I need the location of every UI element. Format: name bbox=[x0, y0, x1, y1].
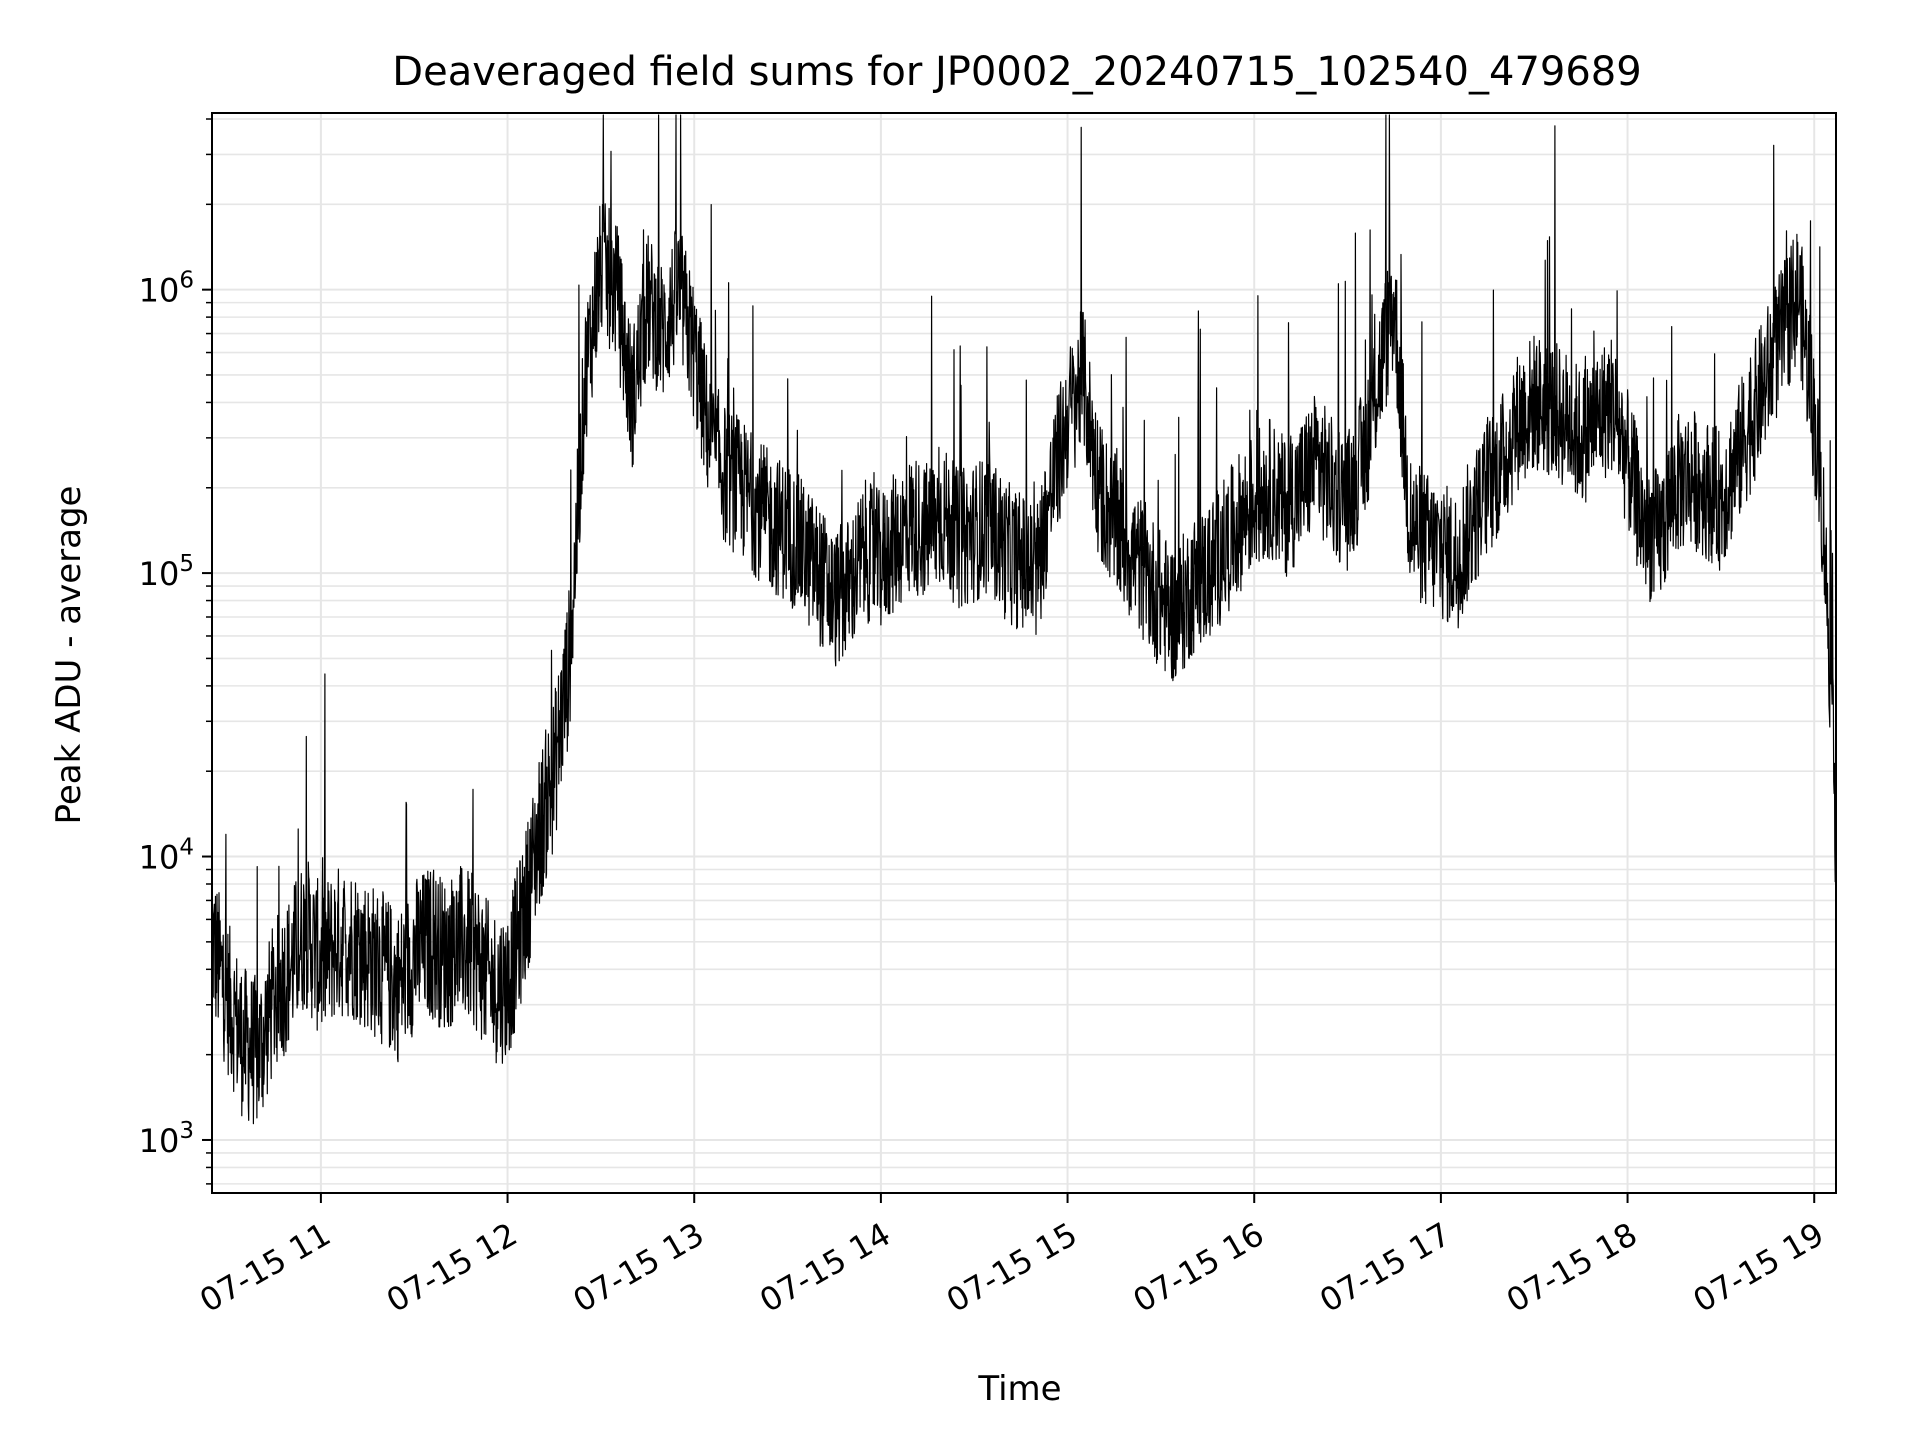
y-tick-label: 104 bbox=[139, 835, 194, 877]
y-axis-title: Peak ADU - average bbox=[49, 486, 89, 825]
plot-area-frame bbox=[211, 112, 1837, 1194]
data-series bbox=[211, 114, 1837, 1125]
x-axis-title: Time bbox=[977, 1369, 1061, 1409]
y-tick-label: 103 bbox=[139, 1118, 194, 1160]
grid-lines bbox=[212, 113, 1836, 1193]
y-tick-label: 105 bbox=[139, 551, 194, 593]
series-line bbox=[211, 114, 1837, 1125]
y-axis-ticks: 103 104 105 106 bbox=[139, 118, 212, 1185]
y-tick-label: 106 bbox=[139, 268, 194, 310]
chart-title: Deaveraged field sums for JP0002_2024071… bbox=[392, 49, 1641, 95]
